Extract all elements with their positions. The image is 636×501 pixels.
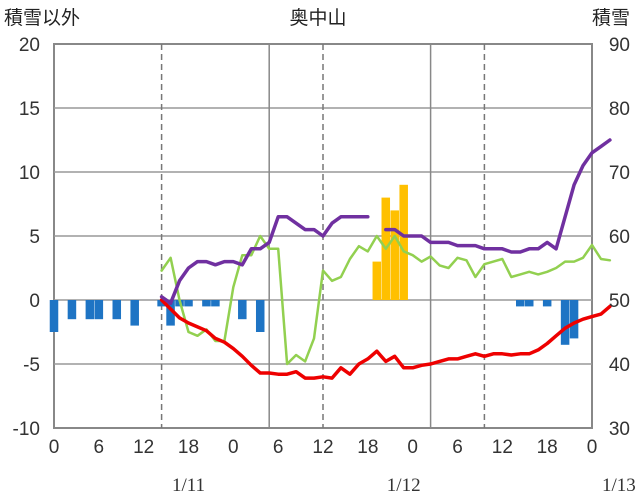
right-axis-label: 積雪 [592, 7, 630, 29]
x-tick-label: 12 [492, 437, 513, 458]
blue-bar [524, 300, 534, 307]
x-tick-label: 6 [94, 437, 105, 458]
x-tick-label: 0 [587, 437, 598, 458]
left-tick-label: 15 [19, 99, 40, 120]
blue-bar [560, 300, 570, 345]
left-tick-label: 5 [29, 227, 40, 248]
left-tick-label: -10 [13, 419, 40, 440]
right-tick-label: 90 [609, 35, 630, 56]
right-tick-label: 30 [609, 419, 630, 440]
blue-bar [542, 300, 552, 307]
orange-bar [390, 210, 399, 300]
orange-bar [399, 184, 408, 300]
blue-bar [166, 300, 175, 326]
blue-bar [516, 300, 525, 307]
left-tick-label: 20 [19, 35, 40, 56]
x-tick-label: 0 [407, 437, 418, 458]
blue-bar [238, 300, 247, 320]
x-tick-label: 0 [228, 437, 239, 458]
left-tick-label: 10 [19, 163, 40, 184]
green-line [160, 234, 612, 366]
purple-line [384, 138, 612, 254]
right-tick-label: 40 [609, 355, 630, 376]
blue-bar [569, 300, 579, 339]
right-tick-label: 70 [609, 163, 630, 184]
date-label: 1/12 [387, 475, 421, 496]
blue-bar [112, 300, 122, 320]
x-tick-label: 12 [133, 437, 154, 458]
orange-bar [372, 261, 382, 300]
lines [159, 138, 612, 380]
blue-bar [85, 300, 95, 320]
x-tick-label: 0 [49, 437, 60, 458]
blue-bar [49, 300, 59, 332]
date-label: 1/13 [602, 475, 636, 496]
x-tick-label: 18 [537, 437, 558, 458]
left-tick-label: 0 [29, 291, 40, 312]
blue-bar [184, 300, 193, 307]
right-tick-label: 60 [609, 227, 630, 248]
left-tick-label: -5 [23, 355, 40, 376]
right-tick-label: 50 [609, 291, 630, 312]
blue-bar [157, 300, 166, 307]
blue-bar [202, 300, 211, 307]
x-tick-label: 12 [312, 437, 333, 458]
blue-bar [130, 300, 139, 326]
left-axis-label: 積雪以外 [4, 7, 80, 29]
blue-bar [211, 300, 220, 307]
x-tick-label: 18 [178, 437, 199, 458]
x-tick-label: 18 [357, 437, 378, 458]
right-tick-label: 80 [609, 99, 630, 120]
blue-bar [255, 300, 265, 332]
bars [49, 184, 579, 345]
red-line [159, 298, 612, 380]
x-tick-label: 6 [273, 437, 284, 458]
chart-title: 奥中山 [289, 7, 346, 29]
date-label: 1/11 [172, 475, 205, 496]
blue-bar [94, 300, 104, 320]
purple-line [159, 215, 370, 305]
x-tick-label: 6 [452, 437, 463, 458]
blue-bar [67, 300, 77, 320]
